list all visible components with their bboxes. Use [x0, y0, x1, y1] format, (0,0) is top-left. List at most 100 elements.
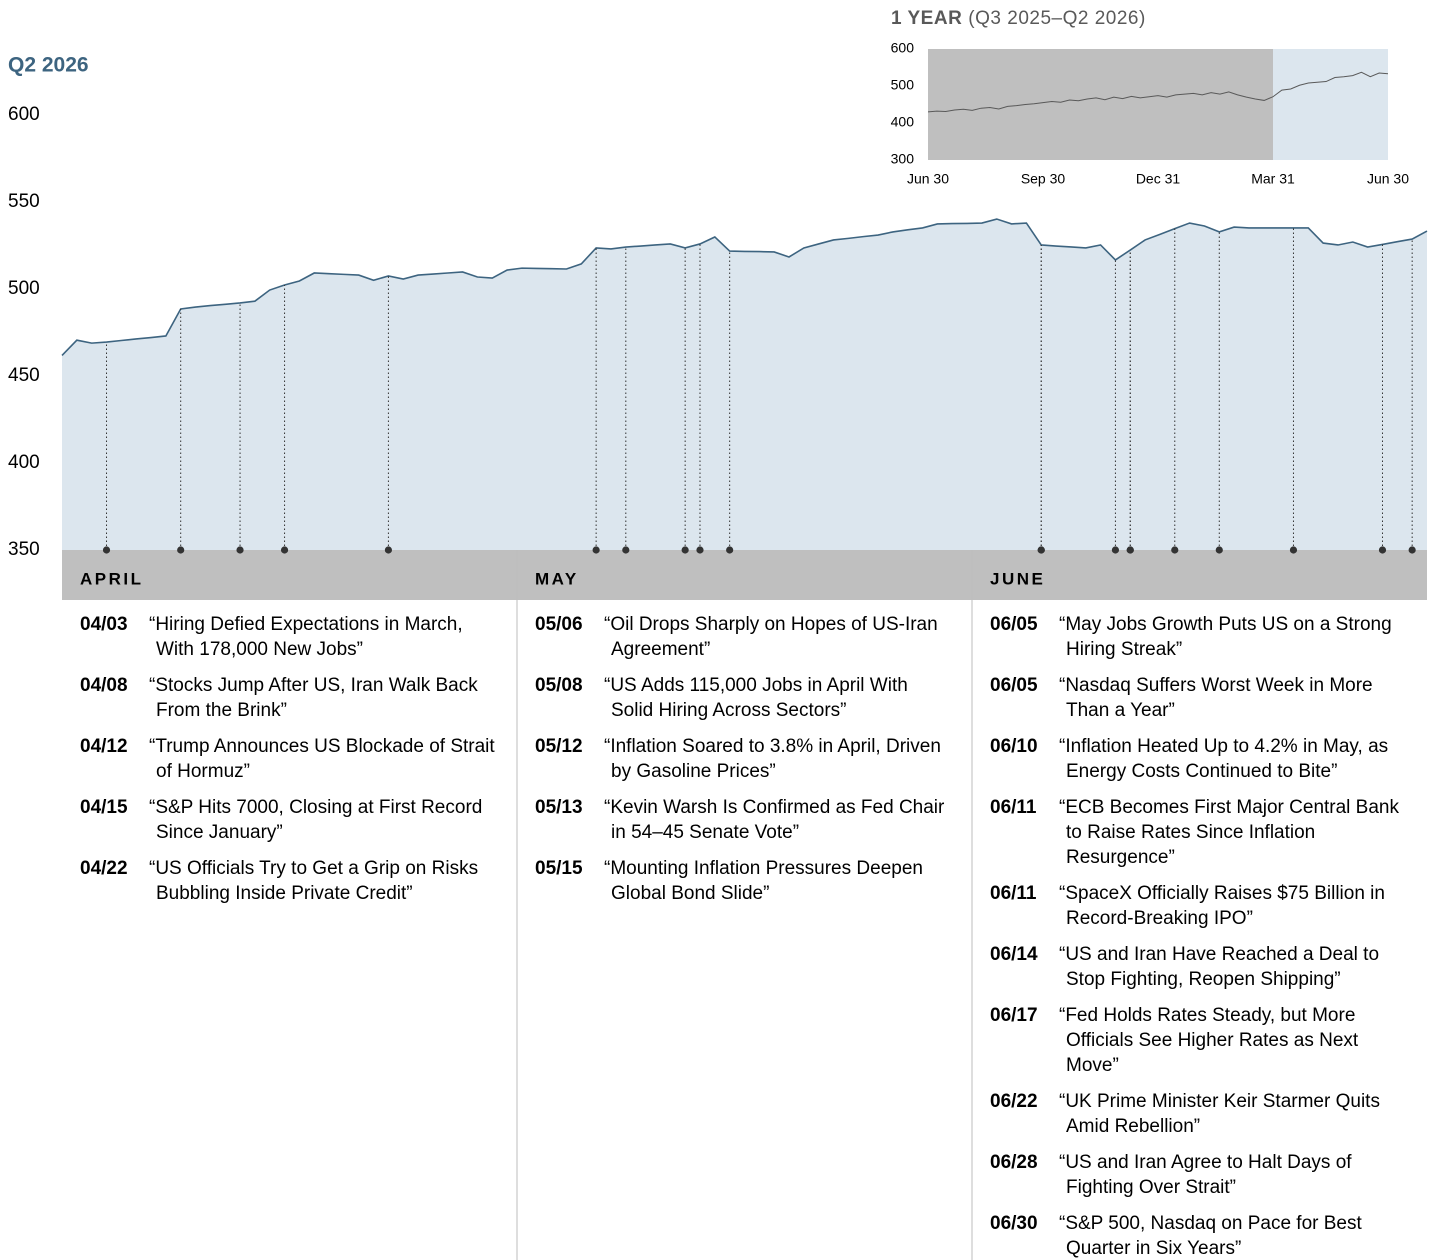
event: 05/06 “Oil Drops Sharply on Hopes of US-I…: [535, 612, 955, 662]
y-tick-label: 600: [8, 104, 40, 125]
event: 04/03 “Hiring Defied Expectations in Marc…: [80, 612, 500, 662]
chart-title: Q2 2026: [8, 54, 89, 77]
event-headline: “US Officials Try to Get a Grip on Risks…: [149, 858, 479, 904]
event: 06/28 “US and Iran Agree to Halt Days of …: [990, 1150, 1410, 1200]
event-date: 06/28: [990, 1152, 1038, 1173]
event: 05/15 “Mounting Inflation Pressures Deepe…: [535, 856, 955, 906]
event-headline: “Stocks Jump After US, Iran Walk Back Fr…: [149, 675, 478, 721]
event-date: 05/12: [535, 736, 583, 757]
event: 06/11 “ECB Becomes First Major Central Ba…: [990, 795, 1410, 870]
y-tick-label: 400: [8, 452, 40, 473]
inset-x-tick-label: Jun 30: [1367, 171, 1409, 187]
y-tick-label: 450: [8, 365, 40, 386]
inset-y-tick-label: 500: [891, 77, 915, 93]
event-date: 06/10: [990, 736, 1038, 757]
event: 06/11 “SpaceX Officially Raises $75 Billi…: [990, 881, 1410, 931]
event-dot: [726, 546, 734, 554]
event-date: 06/11: [990, 797, 1037, 818]
event-headline: “May Jobs Growth Puts US on a Strong Hir…: [1059, 614, 1392, 660]
event-date: 06/05: [990, 675, 1038, 696]
event: 05/08 “US Adds 115,000 Jobs in April With…: [535, 673, 955, 723]
event-headline: “Trump Announces US Blockade of Strait o…: [149, 736, 495, 782]
inset-title-main: 1 YEAR: [891, 8, 962, 29]
event-date: 04/12: [80, 736, 128, 757]
month-label: JUNE: [990, 569, 1045, 588]
event-headline: “Inflation Soared to 3.8% in April, Driv…: [604, 736, 941, 782]
event: 04/08 “Stocks Jump After US, Iran Walk Ba…: [80, 673, 500, 723]
event-headline: “UK Prime Minister Keir Starmer Quits Am…: [1059, 1091, 1380, 1137]
event: 05/13 “Kevin Warsh Is Confirmed as Fed Ch…: [535, 795, 955, 845]
event-date: 04/22: [80, 858, 128, 879]
event-column: 05/06 “Oil Drops Sharply on Hopes of US-I…: [535, 612, 955, 917]
event: 06/17 “Fed Holds Rates Steady, but More O…: [990, 1003, 1410, 1078]
event-date: 05/13: [535, 797, 583, 818]
event-date: 06/30: [990, 1213, 1038, 1234]
event-dot: [280, 546, 289, 554]
month-label: MAY: [535, 569, 579, 588]
inset-x-tick-label: Dec 31: [1136, 171, 1181, 187]
event-column: 04/03 “Hiring Defied Expectations in Marc…: [80, 612, 500, 917]
event-headline: “Kevin Warsh Is Confirmed as Fed Chair i…: [604, 797, 945, 843]
month-label: APRIL: [80, 569, 144, 588]
event-headline: “Nasdaq Suffers Worst Week in More Than …: [1059, 675, 1373, 721]
inset-x-tick-label: Jun 30: [907, 171, 949, 187]
event-dot: [1126, 546, 1134, 554]
event-dot: [384, 546, 393, 554]
event-date: 05/08: [535, 675, 583, 696]
event-dot: [696, 546, 704, 554]
event-dot: [592, 546, 600, 554]
event-dot: [1408, 546, 1416, 554]
event-headline: “Oil Drops Sharply on Hopes of US-Iran A…: [604, 614, 938, 660]
event-headline: “ECB Becomes First Major Central Bank to…: [1059, 797, 1399, 868]
event-dot: [1171, 546, 1179, 554]
event-date: 04/08: [80, 675, 128, 696]
event-dot: [236, 546, 244, 554]
month-band: [62, 550, 1427, 600]
event-dot: [102, 546, 111, 554]
event-headline: “S&P Hits 7000, Closing at First Record …: [149, 797, 483, 843]
event: 06/14 “US and Iran Have Reached a Deal to…: [990, 942, 1410, 992]
event-column: 06/05 “May Jobs Growth Puts US on a Stron…: [990, 612, 1410, 1260]
event-headline: “US and Iran Have Reached a Deal to Stop…: [1059, 944, 1380, 990]
event-headline: “SpaceX Officially Raises $75 Billion in…: [1059, 883, 1385, 929]
y-tick-label: 500: [8, 278, 40, 299]
event-headline: “Fed Holds Rates Steady, but More Offici…: [1059, 1005, 1359, 1076]
inset-line: [927, 71, 1389, 113]
event-headline: “US Adds 115,000 Jobs in April With Soli…: [604, 675, 908, 721]
inset-x-tick-label: Sep 30: [1021, 171, 1066, 187]
inset-title: 1 YEAR (Q3 2025–Q2 2026): [891, 8, 1146, 29]
inset-highlight: [1273, 49, 1388, 160]
event-date: 04/03: [80, 614, 128, 635]
event-date: 06/11: [990, 883, 1037, 904]
event-dot: [177, 546, 185, 554]
event-date: 06/17: [990, 1005, 1038, 1026]
inset-background: [928, 49, 1273, 160]
event: 06/30 “S&P 500, Nasdaq on Pace for Best Q…: [990, 1211, 1410, 1260]
event: 04/12 “Trump Announces US Blockade of Str…: [80, 734, 500, 784]
event-dot: [1378, 546, 1387, 554]
y-tick-label: 550: [8, 191, 40, 212]
inset-y-tick-label: 300: [891, 151, 915, 167]
event-headline: “Mounting Inflation Pressures Deepen Glo…: [604, 858, 923, 904]
event-dot: [1289, 546, 1298, 554]
event-date: 04/15: [80, 797, 128, 818]
event: 06/10 “Inflation Heated Up to 4.2% in May…: [990, 734, 1410, 784]
event: 05/12 “Inflation Soared to 3.8% in April,…: [535, 734, 955, 784]
event-headline: “Hiring Defied Expectations in March, Wi…: [149, 614, 463, 660]
event-date: 06/22: [990, 1091, 1038, 1112]
line: [61, 218, 1428, 357]
event-headline: “S&P 500, Nasdaq on Pace for Best Quarte…: [1059, 1213, 1362, 1259]
inset-subtitle: (Q3 2025–Q2 2026): [968, 8, 1146, 29]
event-headline: “US and Iran Agree to Halt Days of Fight…: [1059, 1152, 1352, 1198]
event-date: 06/14: [990, 944, 1038, 965]
event: 06/05 “May Jobs Growth Puts US on a Stron…: [990, 612, 1410, 662]
event-dot: [1111, 546, 1120, 554]
event-dot: [1037, 546, 1045, 554]
event: 04/15 “S&P Hits 7000, Closing at First Re…: [80, 795, 500, 845]
event: 04/22 “US Officials Try to Get a Grip on …: [80, 856, 500, 906]
event-date: 06/05: [990, 614, 1038, 635]
event-date: 05/06: [535, 614, 583, 635]
area: [62, 219, 1427, 550]
y-tick-label: 350: [8, 539, 40, 560]
